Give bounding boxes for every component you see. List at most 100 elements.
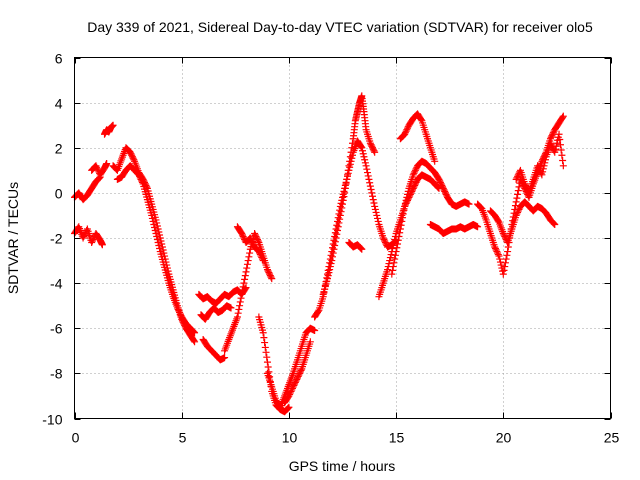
data-point <box>227 304 235 312</box>
data-point <box>514 190 522 198</box>
y-tick-label: -8 <box>50 366 63 382</box>
data-point <box>537 169 545 177</box>
data-point <box>174 305 182 313</box>
data-point <box>521 180 529 188</box>
data-point <box>137 175 145 183</box>
data-point <box>374 214 382 222</box>
data-point <box>238 287 246 295</box>
data-point <box>538 171 546 179</box>
data-point <box>435 175 443 183</box>
data-point <box>329 249 337 257</box>
data-point <box>514 208 522 216</box>
data-point <box>397 221 405 229</box>
data-point <box>549 130 557 138</box>
data-point <box>241 272 249 280</box>
data-point <box>291 378 299 386</box>
data-point <box>431 157 439 165</box>
data-point <box>492 246 500 254</box>
data-point <box>379 234 387 242</box>
data-point <box>346 153 354 161</box>
data-point <box>264 363 272 371</box>
data-point <box>368 189 376 197</box>
data-point <box>357 143 365 151</box>
y-tick-label: 2 <box>55 141 63 157</box>
data-point <box>79 234 87 242</box>
data-point <box>136 174 144 182</box>
data-point <box>261 339 269 347</box>
data-point <box>504 243 512 251</box>
data-point <box>366 179 374 187</box>
data-point <box>265 269 273 277</box>
data-point <box>391 251 399 259</box>
data-point <box>410 183 418 191</box>
data-point <box>502 255 510 263</box>
data-point <box>371 205 379 213</box>
series-track-22 <box>474 112 567 278</box>
data-point <box>150 220 158 228</box>
data-point <box>386 254 394 262</box>
data-point <box>434 184 442 192</box>
data-point <box>549 219 557 227</box>
data-point <box>336 211 344 219</box>
data-point <box>551 148 559 156</box>
data-point <box>88 237 96 245</box>
data-point <box>239 232 247 240</box>
data-point <box>347 148 355 156</box>
data-point <box>89 236 97 244</box>
data-point <box>264 267 272 275</box>
data-point <box>326 266 334 274</box>
data-point <box>93 165 101 173</box>
data-point <box>346 163 354 171</box>
data-point <box>257 252 265 260</box>
data-point <box>436 177 444 185</box>
data-point <box>442 190 450 198</box>
data-point <box>370 147 378 155</box>
data-point <box>138 178 146 186</box>
data-point <box>340 193 348 201</box>
data-point <box>254 237 262 245</box>
data-point <box>331 242 339 250</box>
series-track-1 <box>71 223 106 249</box>
data-point <box>392 248 400 256</box>
data-point <box>512 175 520 183</box>
data-point <box>98 241 106 249</box>
data-point <box>439 183 447 191</box>
data-point <box>267 273 275 281</box>
data-point <box>364 172 372 180</box>
data-point <box>243 264 251 272</box>
data-point <box>175 307 183 315</box>
data-point <box>176 310 184 318</box>
data-point <box>358 245 366 253</box>
data-point <box>381 237 389 245</box>
data-point <box>513 194 521 202</box>
data-point <box>393 244 401 252</box>
data-point <box>238 231 246 239</box>
y-tick-label: -10 <box>42 412 62 428</box>
data-point <box>240 234 248 242</box>
data-point <box>367 141 375 149</box>
data-point <box>262 348 270 356</box>
data-point <box>333 230 341 238</box>
data-point <box>284 404 292 412</box>
x-tick-label: 15 <box>389 430 405 446</box>
data-point <box>368 142 376 150</box>
data-point <box>500 231 508 239</box>
data-point <box>334 223 342 231</box>
data-point <box>439 184 447 192</box>
data-point <box>371 202 379 210</box>
data-point <box>513 210 521 218</box>
data-point <box>404 187 412 195</box>
series-track-4 <box>101 121 117 138</box>
series-track-19 <box>388 157 473 278</box>
data-point <box>243 260 251 268</box>
data-point <box>289 383 297 391</box>
series-track-10 <box>221 229 276 355</box>
data-point <box>149 217 157 225</box>
series-track-3 <box>88 160 111 179</box>
data-point <box>557 146 565 154</box>
data-point <box>151 226 159 234</box>
data-point <box>559 112 567 120</box>
data-point <box>255 248 263 256</box>
data-point <box>323 275 331 283</box>
data-point <box>81 231 89 239</box>
